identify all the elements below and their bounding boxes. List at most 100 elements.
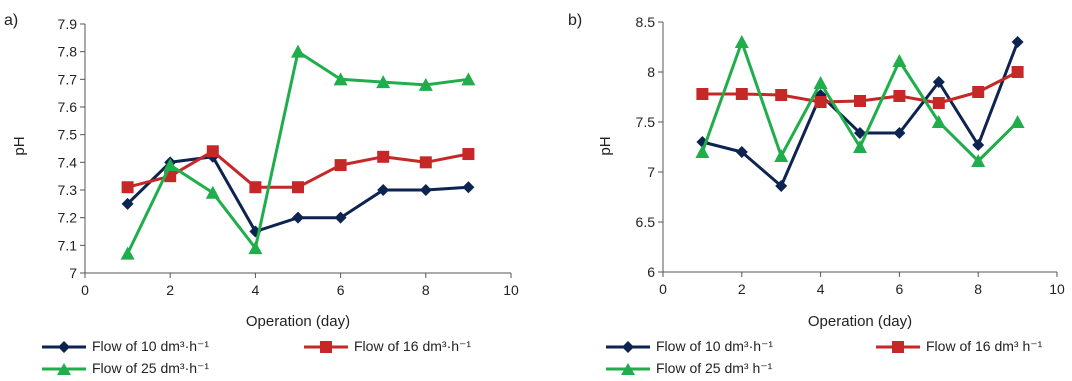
y-tick-label: 7.3 (58, 182, 78, 198)
legend-item-a-2: Flow of 16 dm³·h⁻¹ (302, 338, 471, 355)
x-axis-label: Operation (day) (808, 313, 912, 330)
legend-swatch-square (304, 340, 348, 353)
data-point (377, 184, 390, 196)
x-tick-label: 4 (252, 282, 260, 298)
data-point (775, 180, 788, 192)
x-tick-label: 2 (738, 281, 746, 297)
data-point (1011, 36, 1024, 48)
data-point (1010, 115, 1025, 128)
data-point (972, 86, 985, 98)
data-point (932, 97, 945, 109)
y-tick-label: 7.9 (58, 16, 78, 32)
y-tick-label: 6.5 (636, 214, 656, 230)
x-axis-label: Operation (day) (246, 313, 350, 330)
chart-panel-a: a) pH Operation (day) 7 7.1 7.2 7.3 7.4 7.5 7.… (4, 12, 519, 330)
y-tick-label: 7.6 (58, 99, 78, 115)
data-point (893, 90, 906, 102)
y-tick-label: 7.1 (58, 237, 78, 253)
data-point (971, 154, 986, 167)
data-point (334, 211, 347, 224)
y-axis-label: pH (11, 136, 28, 155)
y-tick-label: 7 (647, 164, 655, 180)
data-point (972, 139, 985, 151)
data-point (249, 181, 262, 194)
data-point (461, 72, 476, 86)
x-tick-label: 10 (1049, 281, 1065, 297)
x-tick-label: 6 (337, 282, 345, 298)
data-point (695, 145, 710, 158)
data-point (853, 140, 867, 153)
legend-item-a-1: Flow of 10 dm³·h⁻¹ (40, 338, 209, 355)
data-point (121, 197, 134, 210)
legend-label: Flow of 16 dm³·h⁻¹ (354, 338, 472, 354)
data-point (377, 150, 390, 163)
data-point (696, 136, 709, 148)
data-point (735, 88, 748, 100)
data-point (206, 145, 219, 158)
legend-label: Flow of 10 dm³·h⁻¹ (92, 338, 210, 354)
data-point (333, 72, 348, 86)
y-tick-label: 7.5 (636, 114, 656, 130)
legend-swatch-triangle (42, 362, 86, 375)
y-tick-label: 7 (69, 265, 77, 281)
data-point (734, 35, 749, 48)
data-point (292, 181, 304, 194)
data-point (376, 75, 391, 89)
x-tick-label: 10 (503, 282, 519, 298)
data-point (462, 148, 475, 161)
panel-label: b) (568, 12, 582, 29)
data-point (205, 185, 220, 199)
legend-label: Flow of 10 dm³·h⁻¹ (656, 338, 774, 354)
panel-label: a) (4, 12, 18, 29)
data-point (418, 77, 433, 91)
data-point (931, 115, 946, 128)
x-tick-label: 0 (659, 281, 667, 297)
legend-item-b-3: Flow of 25 dm³ h⁻¹ (604, 360, 772, 377)
legend-label: Flow of 25 dm³·h⁻¹ (92, 360, 210, 376)
data-point (854, 95, 866, 107)
chart-panel-b: b) pH Operation (day) 6 6.5 7 7.5 8 8.5 0 2 4 6 8 1… (568, 12, 1065, 330)
legend-swatch-square (876, 340, 920, 353)
y-tick-label: 7.4 (58, 154, 78, 170)
y-tick-label: 7.7 (58, 71, 78, 87)
data-point (814, 96, 827, 108)
data-point (163, 158, 178, 172)
data-point (892, 54, 907, 67)
data-point (735, 146, 748, 158)
legend-swatch-diamond (42, 340, 86, 353)
data-point (696, 88, 709, 100)
x-tick-label: 8 (422, 282, 430, 298)
data-point (292, 211, 304, 224)
data-point (1011, 66, 1024, 78)
data-point (334, 159, 347, 172)
data-point (248, 241, 263, 255)
data-point (813, 76, 828, 89)
data-point (419, 184, 432, 196)
legend-swatch-triangle (606, 362, 650, 375)
legend-label: Flow of 16 dm³ h⁻¹ (926, 338, 1043, 354)
data-point (419, 156, 432, 169)
y-axis-label: pH (597, 136, 614, 155)
y-tick-label: 8 (647, 64, 655, 80)
data-point (121, 181, 134, 194)
legend-item-b-1: Flow of 10 dm³·h⁻¹ (604, 338, 773, 355)
data-point (854, 127, 866, 139)
y-tick-label: 8.5 (636, 14, 656, 30)
data-point (893, 127, 906, 139)
data-point (774, 149, 789, 162)
legend-label: Flow of 25 dm³ h⁻¹ (656, 360, 773, 376)
data-point (775, 89, 788, 101)
data-point (120, 246, 135, 260)
y-tick-label: 7.5 (58, 127, 78, 143)
x-tick-label: 8 (974, 281, 982, 297)
x-tick-label: 6 (896, 281, 904, 297)
data-point (932, 76, 945, 88)
legend-swatch-diamond (606, 340, 650, 353)
x-tick-label: 2 (166, 282, 174, 298)
x-tick-label: 4 (817, 281, 825, 297)
y-tick-label: 7.2 (58, 210, 78, 226)
legend-item-b-2: Flow of 16 dm³ h⁻¹ (874, 338, 1042, 355)
y-tick-label: 7.8 (58, 44, 78, 60)
data-point (462, 181, 475, 194)
data-point (291, 44, 305, 58)
